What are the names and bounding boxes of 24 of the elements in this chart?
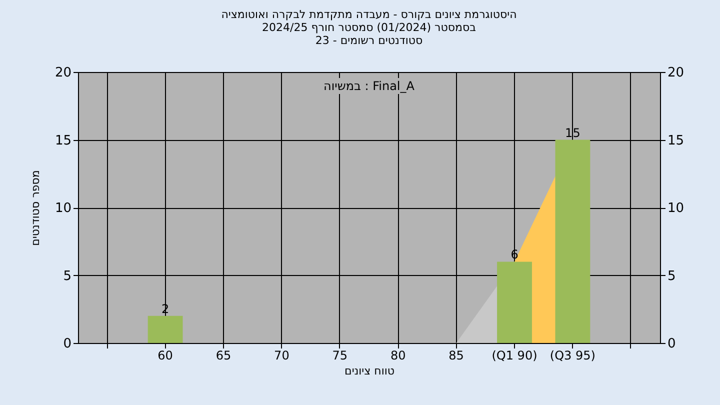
x-tick-label: 70 — [274, 348, 290, 362]
x-tick-label: 65 — [216, 348, 232, 362]
text: סטודנטים רשומים - 23 — [315, 34, 423, 47]
y2-tick-label: 10 — [668, 201, 684, 216]
x-axis-title: טווח ציונים — [344, 364, 394, 378]
text: היסטוגרמת ציונים בקורס - מעבדה מתקדמת לבקרה ואוטומציה — [221, 8, 517, 21]
x-tick-label: 60 — [158, 348, 173, 362]
y-tick-label: 10 — [54, 201, 72, 216]
annotation: במשיוה : Final_A — [324, 79, 416, 93]
y2-tick-label: 15 — [668, 133, 684, 148]
y-axis-title: מספר סטודנטים — [28, 170, 42, 246]
y-tick-label: 5 — [63, 268, 72, 284]
y-tick-label: 15 — [54, 133, 72, 148]
y2-tick-label: 0 — [668, 336, 676, 352]
y2-tick-label: 5 — [668, 268, 676, 284]
y-tick-label: 20 — [54, 66, 72, 80]
x-tick-label: (Q1 90) — [492, 348, 538, 362]
x-tick-label: 80 — [390, 348, 406, 362]
x-tick-label: (Q3 95) — [550, 348, 596, 362]
x-tick-label: 85 — [448, 348, 464, 362]
text: בסמסטר (01/2024) סמסטר חורף 2024/25 — [262, 21, 476, 34]
y2-tick-label: 20 — [668, 66, 684, 80]
x-tick-label: 75 — [332, 348, 348, 362]
y-tick-label: 0 — [63, 336, 72, 352]
